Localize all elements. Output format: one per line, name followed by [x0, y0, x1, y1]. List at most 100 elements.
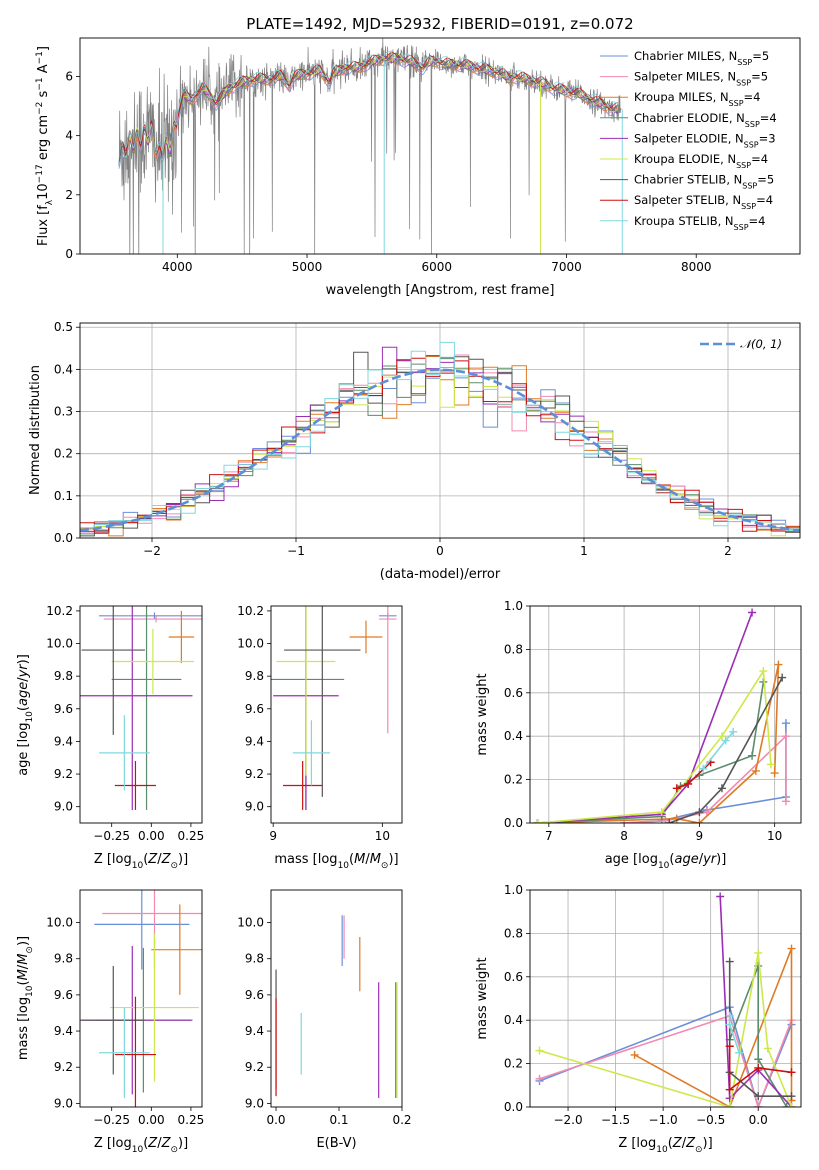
legend-text: Salpeter MILES, N — [634, 70, 736, 84]
series-line — [728, 965, 788, 1107]
y-tick-label: 9.6 — [54, 988, 73, 1002]
y-tick-label: 10.2 — [237, 604, 264, 618]
mass-weight-vs-z-frame — [529, 889, 802, 1108]
legend-text: Kroupa MILES, N — [634, 90, 729, 104]
y-tick-label: 9.6 — [54, 702, 73, 716]
mass-vs-z-x-axis-label: Z [log10(Z/Z⊙)] — [94, 1136, 188, 1155]
label-part: yr — [16, 663, 31, 679]
legend-text: Salpeter STELIB, N — [634, 193, 741, 207]
mass-weight-series-salpeter-stelib — [725, 1042, 796, 1094]
label-part: age [log — [16, 723, 31, 776]
label-part: Z [log — [94, 852, 132, 867]
label-part: ⊙ — [381, 861, 389, 871]
y-tick-label: 0.5 — [54, 320, 73, 334]
y-tick-label: 0.1 — [54, 489, 73, 503]
x-tick-label: 0.0 — [266, 1113, 285, 1127]
x-tick-label: 7 — [545, 829, 553, 843]
errorbar-kroupa-miles — [151, 904, 202, 995]
label-part: ⊙ — [695, 1145, 703, 1155]
errorbar-kroupa-miles — [349, 620, 383, 654]
label-part: )] — [178, 852, 188, 867]
y-tick-label: 9.2 — [245, 767, 264, 781]
x-tick-label: −0.25 — [93, 1113, 130, 1127]
series-marker — [754, 948, 763, 957]
label-part: )] — [716, 852, 726, 867]
age-vs-z-x-axis-label: Z [log10(Z/Z⊙)] — [94, 852, 188, 871]
mass-weight-series-kroupa-stelib — [725, 1011, 744, 1057]
normal-curve — [80, 368, 800, 532]
label-part: −17 — [35, 164, 45, 183]
series-marker — [770, 769, 779, 778]
series-marker — [684, 779, 693, 788]
y-tick-label: 9.4 — [245, 1024, 264, 1038]
y-tick-label: 9.0 — [245, 1096, 264, 1110]
series-line — [539, 1014, 793, 1107]
y-tick-label: 2 — [65, 188, 73, 202]
label-part: A — [36, 64, 51, 77]
histogram-plot-area — [80, 341, 800, 537]
series-marker — [725, 957, 734, 966]
series-marker — [725, 1094, 734, 1103]
label-part: 10 — [658, 861, 670, 871]
series-marker — [763, 1044, 772, 1053]
y-tick-label: 9.8 — [54, 952, 73, 966]
series-line — [537, 664, 780, 823]
series-marker — [787, 944, 796, 953]
series-line — [702, 731, 734, 770]
errorbar-salpeter-stelib — [114, 761, 157, 810]
label-part: −1 — [35, 51, 45, 64]
label-part: age [log — [605, 852, 658, 867]
label-part: mass [log — [16, 997, 31, 1060]
label-part: s — [36, 90, 51, 101]
model-spectrum-salpeter-miles — [122, 57, 619, 161]
y-tick-label: 9.0 — [245, 800, 264, 814]
series-marker — [725, 1020, 734, 1029]
label-part: Z — [147, 852, 158, 867]
hist-step-kroupa-stelib — [80, 341, 800, 532]
mass-vs-ebv-frame — [270, 889, 403, 1108]
age-vs-mass-plot-area — [271, 606, 397, 810]
errorbar-chabrier-stelib — [81, 606, 145, 735]
y-tick-label: 0.8 — [504, 926, 523, 940]
y-tick-label: 9.6 — [245, 988, 264, 1002]
legend-entry: Salpeter ELODIE, NSSP=3 — [634, 131, 776, 149]
mass-weight-vs-age-frame — [529, 605, 802, 824]
spectrum-ticks: 4000 5000 6000 7000 8000 0 2 4 6 — [65, 69, 711, 274]
legend-entry: Chabrier STELIB, NSSP=5 — [634, 173, 774, 191]
label-part: Z — [672, 1136, 683, 1151]
x-tick-label: 0.1 — [329, 1113, 348, 1127]
label-part: yr — [702, 852, 718, 867]
y-tick-label: 10.2 — [46, 604, 73, 618]
figure-title: PLATE=1492, MJD=52932, FIBERID=0191, z=0… — [246, 15, 633, 33]
label-part: M — [354, 852, 365, 867]
series-marker — [754, 1055, 763, 1064]
legend-sub: SSP — [744, 140, 759, 149]
spectrum-plot-area — [118, 38, 623, 254]
series-marker — [716, 892, 725, 901]
mass-weight-vs-age-ticks: 7 8 9 10 0.0 0.2 0.4 0.6 0.8 1.0 — [504, 599, 782, 843]
series-marker — [759, 667, 768, 676]
legend-sub: SSP — [734, 222, 749, 231]
mass-weight-series-kroupa-elodie — [533, 667, 775, 823]
series-marker — [754, 1103, 763, 1107]
series-marker — [751, 766, 760, 775]
x-tick-label: 1 — [580, 544, 588, 558]
mass-vs-ebv-plot-area — [275, 915, 398, 1098]
series-marker — [781, 732, 790, 741]
label-part: )] — [16, 936, 31, 946]
mass-vs-ebv-x-axis-label: E(B-V) — [316, 1136, 356, 1151]
legend-tail: =3 — [759, 131, 776, 145]
errorbar-chabrier-miles — [94, 890, 190, 970]
legend-entry: Kroupa MILES, NSSP=4 — [634, 90, 760, 108]
model-spectrum-kroupa-stelib — [125, 51, 619, 155]
legend-tail: =4 — [751, 152, 768, 166]
y-tick-label: 6 — [65, 69, 73, 83]
age-vs-z-panel: −0.25 0.00 0.25 9.0 9.2 9.4 9.6 9.8 10.0 10.2 Z [l… — [16, 604, 204, 871]
mass-weight-vs-age-x-axis-label: age [log10(age/yr)] — [605, 852, 727, 871]
y-tick-label: 0.0 — [504, 1100, 523, 1114]
x-tick-label: −1.5 — [601, 1113, 630, 1127]
series-line — [537, 681, 765, 823]
series-marker — [778, 673, 787, 682]
normal-legend-label: 𝒩(0, 1) — [740, 337, 782, 351]
